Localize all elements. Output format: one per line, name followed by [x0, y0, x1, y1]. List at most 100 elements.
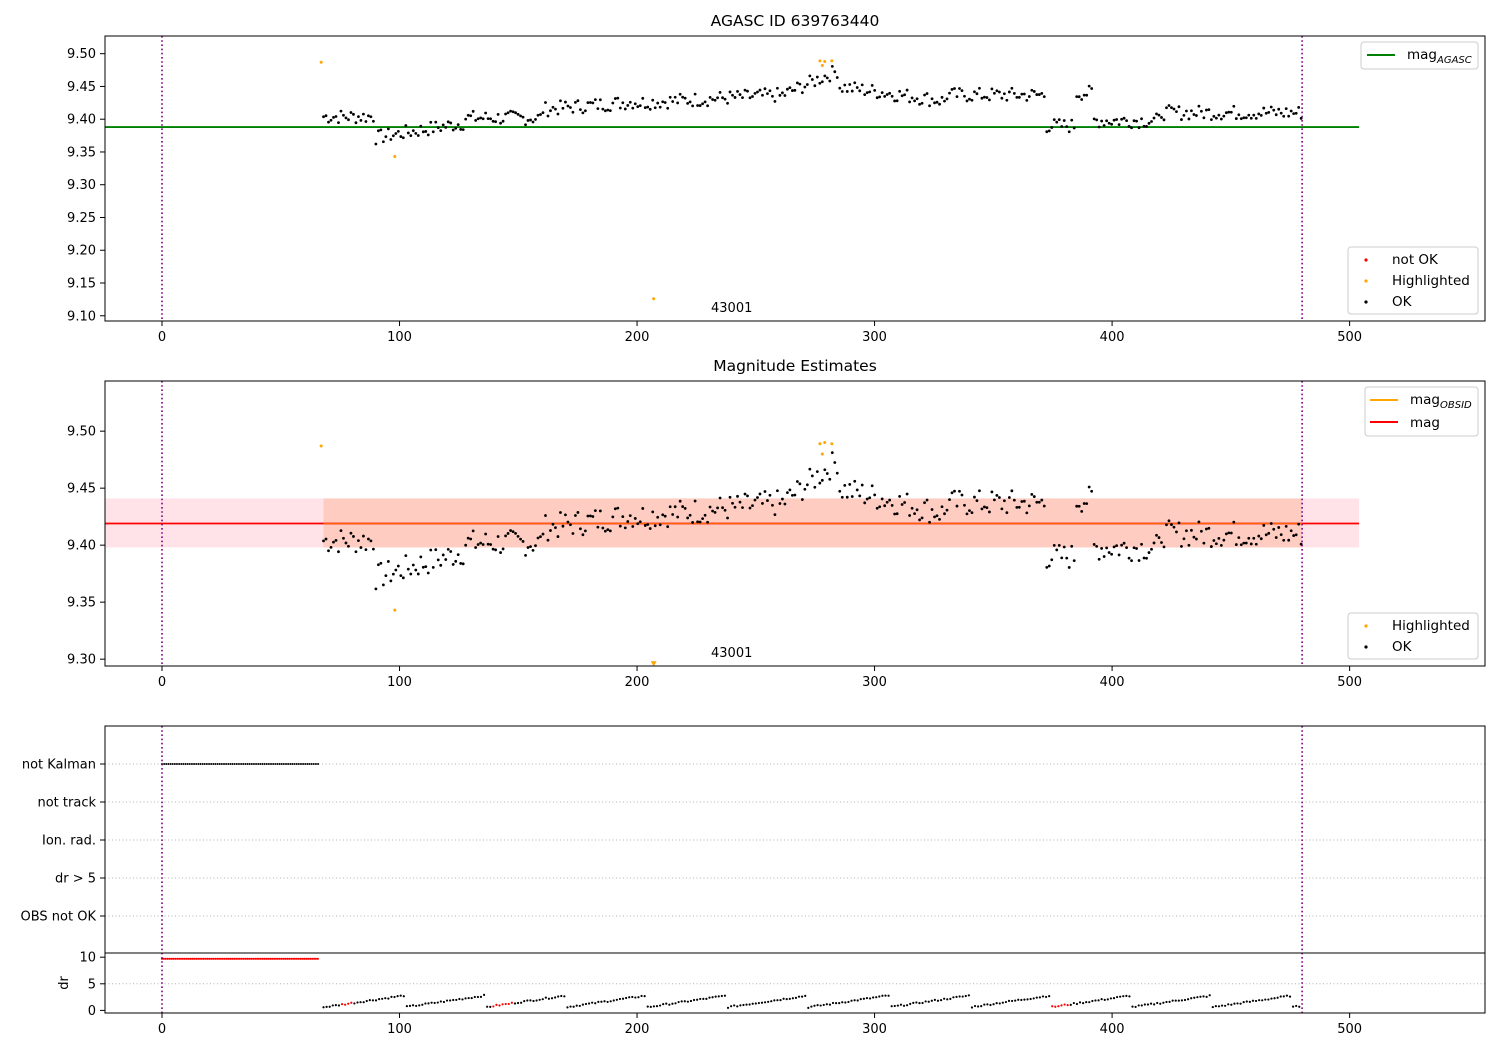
- ok-point: [519, 114, 522, 118]
- ok-point: [726, 516, 729, 520]
- ok-point: [738, 500, 742, 504]
- ok-point: [1252, 536, 1256, 540]
- ok-point: [908, 514, 912, 517]
- ok-point: [963, 94, 966, 98]
- ok-point: [506, 111, 510, 115]
- ok-point: [1002, 499, 1006, 503]
- ok-point: [367, 114, 370, 118]
- dr-point: [1143, 1003, 1146, 1006]
- ok-point: [698, 520, 702, 524]
- flag-point: [263, 763, 266, 765]
- dr-point: [587, 1002, 591, 1005]
- dr-point: [1041, 995, 1045, 998]
- ok-point: [334, 115, 338, 118]
- ok-point: [608, 109, 612, 113]
- dr-point: [1020, 998, 1023, 1002]
- ok-point: [349, 531, 353, 535]
- dr-point: [924, 1000, 927, 1003]
- flag-point: [302, 763, 305, 765]
- dr-point: [1094, 999, 1097, 1002]
- ok-point: [988, 510, 991, 514]
- dr-red-point: [174, 957, 177, 960]
- dr-point: [1193, 996, 1196, 999]
- dr-point: [742, 1003, 745, 1007]
- ok-point: [1234, 543, 1238, 546]
- ok-point: [596, 525, 600, 529]
- dr-point: [1273, 997, 1276, 1000]
- flag-point: [235, 763, 238, 765]
- ok-point: [1127, 124, 1131, 128]
- ok-point: [920, 516, 924, 520]
- ok-point: [1272, 527, 1276, 531]
- ok-point: [521, 115, 525, 119]
- x-tick-label: 400: [1100, 1022, 1125, 1037]
- ok-point: [354, 550, 358, 554]
- ok-point: [651, 98, 655, 102]
- dr-red-point: [198, 957, 202, 960]
- dr-point: [702, 997, 705, 1000]
- dr-point: [1282, 995, 1285, 998]
- ok-point: [349, 111, 353, 114]
- dr-red-point: [183, 957, 186, 960]
- ok-point: [691, 104, 695, 108]
- ok-point: [426, 133, 430, 137]
- ok-point: [930, 508, 934, 511]
- ok-point: [1090, 87, 1094, 90]
- ok-point: [895, 99, 899, 103]
- ok-point: [950, 491, 954, 495]
- ok-point: [439, 129, 443, 133]
- ok-point: [1247, 113, 1251, 117]
- ok-point: [973, 495, 976, 499]
- flag-point: [237, 763, 240, 765]
- ok-point: [908, 100, 912, 104]
- dr-point: [1162, 1001, 1165, 1004]
- dr-point: [989, 1003, 992, 1007]
- ok-point: [890, 503, 894, 507]
- ok-point: [756, 496, 759, 499]
- ok-point: [997, 496, 1001, 499]
- dr-point: [1029, 997, 1032, 1001]
- ok-point: [1219, 117, 1223, 121]
- flag-point: [218, 763, 221, 765]
- dr-red-point: [225, 957, 228, 960]
- dr-red-point: [305, 957, 308, 960]
- dr-point: [597, 1000, 600, 1003]
- ok-point: [1062, 119, 1066, 122]
- flag-point: [216, 763, 219, 765]
- flag-point: [167, 763, 170, 765]
- ok-point: [838, 489, 842, 493]
- ok-point: [1289, 529, 1293, 533]
- ok-point: [449, 121, 453, 125]
- dr-point: [643, 995, 646, 998]
- ok-point: [885, 500, 889, 504]
- ok-point: [768, 89, 772, 93]
- ok-point: [883, 94, 887, 98]
- flag-point: [287, 763, 290, 765]
- ok-point: [915, 97, 919, 101]
- ok-point: [576, 511, 580, 514]
- ok-point: [815, 470, 819, 473]
- dr-point: [1091, 999, 1094, 1003]
- ok-point: [980, 507, 984, 511]
- ok-point: [938, 517, 941, 521]
- dr-point: [689, 999, 693, 1003]
- ok-point: [414, 568, 418, 572]
- ok-point: [421, 130, 425, 134]
- dr-point: [606, 1000, 609, 1004]
- dr-point: [859, 998, 862, 1001]
- flag-point: [314, 763, 317, 765]
- ok-point: [546, 114, 550, 118]
- dr-point: [865, 996, 869, 1000]
- ok-point: [698, 104, 702, 107]
- dr-point: [708, 996, 711, 999]
- ok-point: [1042, 95, 1046, 99]
- ok-point: [743, 88, 747, 92]
- ok-point: [1115, 544, 1119, 548]
- panel2-annotation: 43001: [711, 646, 752, 661]
- ok-point: [499, 121, 502, 125]
- x-tick-label: 400: [1100, 330, 1125, 345]
- ok-point: [741, 506, 744, 510]
- x-tick-label: 200: [625, 1022, 650, 1037]
- dr-point: [850, 999, 853, 1002]
- ok-point: [1082, 502, 1086, 505]
